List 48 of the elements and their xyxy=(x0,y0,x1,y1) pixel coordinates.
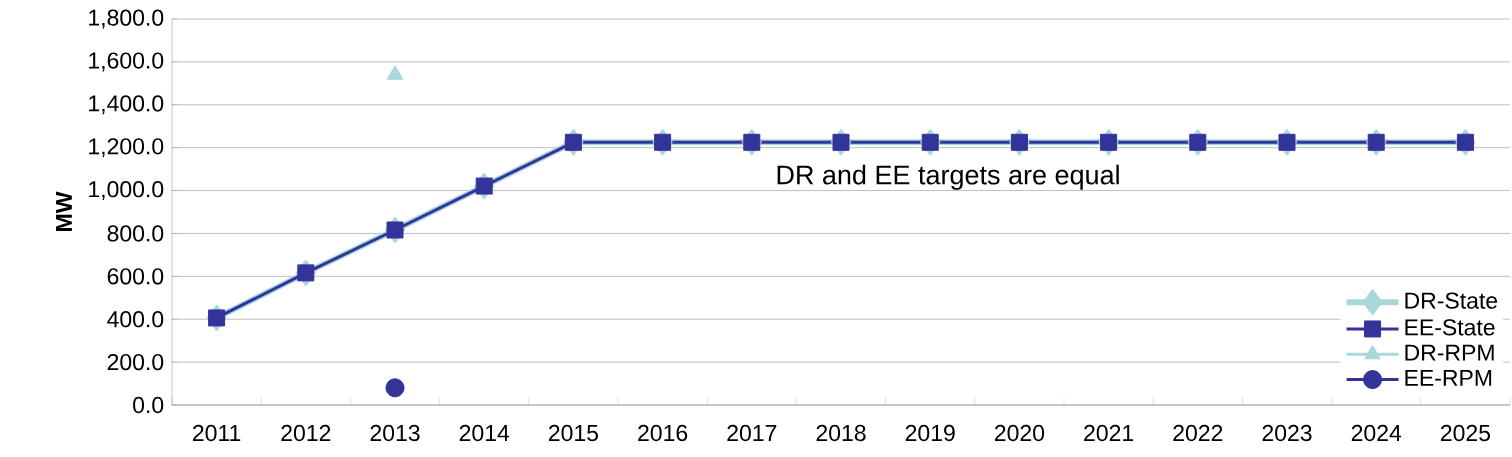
point xyxy=(1189,133,1207,151)
annotation: DR and EE targets are equal xyxy=(777,164,1119,190)
y-tick-label: 800.0 xyxy=(107,225,164,242)
y-tick-label: 1,600.0 xyxy=(89,52,164,72)
x-tick-label: 2021 xyxy=(1084,424,1134,442)
x-tick-label: 2017 xyxy=(727,424,777,442)
legend-label: DR-RPM xyxy=(1405,344,1494,361)
point xyxy=(386,65,404,80)
y-tick-label: 0.0 xyxy=(133,396,164,414)
point xyxy=(1100,133,1118,151)
y-tick-label: 200.0 xyxy=(107,353,164,371)
y-tick-label: 600.0 xyxy=(107,268,164,285)
x-tick-label: 2020 xyxy=(994,424,1045,442)
point xyxy=(297,264,315,282)
point xyxy=(654,133,672,151)
y-tick-label: 1,200.0 xyxy=(89,138,164,158)
y-tick-label: 1,000.0 xyxy=(89,181,164,201)
y-tick-label: 400.0 xyxy=(107,311,164,328)
y-axis-title: MW xyxy=(56,191,72,231)
point xyxy=(1010,133,1028,151)
legend-label: EE-RPM xyxy=(1405,369,1492,386)
point xyxy=(832,133,850,151)
legend-label: EE-State xyxy=(1405,319,1495,336)
x-tick-label: 2022 xyxy=(1173,424,1223,442)
x-tick-label: 2024 xyxy=(1351,424,1402,442)
x-tick-label: 2016 xyxy=(638,424,688,442)
x-tick-label: 2018 xyxy=(816,424,866,442)
point xyxy=(208,309,226,327)
x-tick-label: 2011 xyxy=(193,424,241,442)
legend-label: DR-State xyxy=(1405,292,1498,309)
x-tick-label: 2014 xyxy=(459,424,510,442)
point xyxy=(385,378,405,398)
point xyxy=(1456,133,1474,151)
x-tick-label: 2013 xyxy=(370,424,420,442)
x-tick-label: 2012 xyxy=(281,424,331,442)
x-tick-label: 2015 xyxy=(548,424,599,442)
point xyxy=(1367,133,1385,151)
y-tick-label: 1,800.0 xyxy=(89,9,164,29)
x-tick-label: 2023 xyxy=(1262,424,1312,442)
point xyxy=(564,133,582,151)
x-tick-label: 2019 xyxy=(905,424,955,442)
y-tick-label: 1,400.0 xyxy=(89,95,164,115)
point xyxy=(1278,133,1296,151)
point xyxy=(386,221,404,239)
point xyxy=(475,177,493,195)
x-tick-label: 2025 xyxy=(1440,424,1491,442)
point xyxy=(921,133,939,151)
point xyxy=(743,133,761,151)
